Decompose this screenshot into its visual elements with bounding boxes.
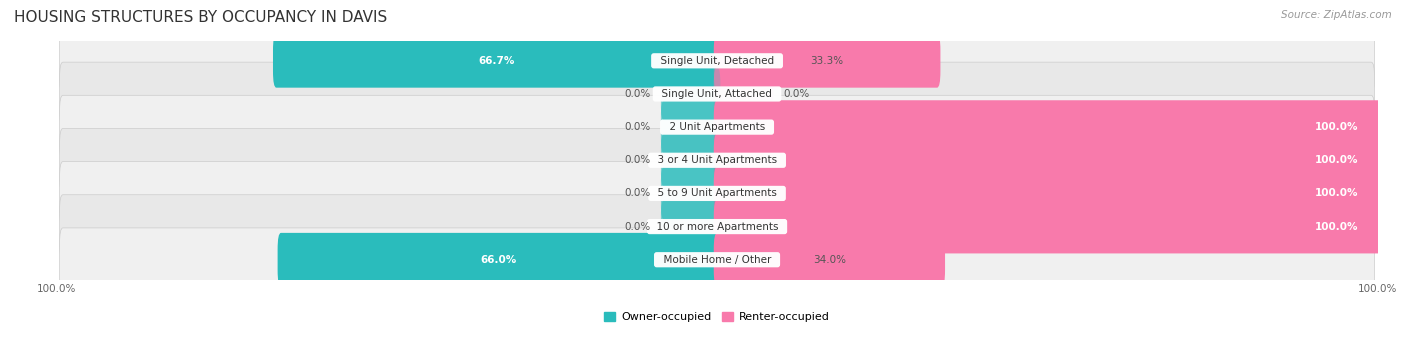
FancyBboxPatch shape [714,233,945,286]
Text: 100.0%: 100.0% [1315,155,1358,165]
Text: 3 or 4 Unit Apartments: 3 or 4 Unit Apartments [651,155,783,165]
FancyBboxPatch shape [714,200,1381,253]
FancyBboxPatch shape [661,166,720,220]
FancyBboxPatch shape [59,29,1375,93]
FancyBboxPatch shape [59,228,1375,292]
Text: 0.0%: 0.0% [783,89,810,99]
Text: 100.0%: 100.0% [1315,189,1358,198]
Text: 0.0%: 0.0% [624,89,651,99]
FancyBboxPatch shape [714,166,1381,220]
Text: Single Unit, Detached: Single Unit, Detached [654,56,780,66]
Text: 34.0%: 34.0% [813,255,846,265]
Text: 0.0%: 0.0% [624,122,651,132]
Text: Source: ZipAtlas.com: Source: ZipAtlas.com [1281,10,1392,20]
FancyBboxPatch shape [714,67,773,121]
FancyBboxPatch shape [59,62,1375,126]
FancyBboxPatch shape [59,195,1375,258]
FancyBboxPatch shape [277,233,720,286]
Text: 0.0%: 0.0% [624,189,651,198]
Legend: Owner-occupied, Renter-occupied: Owner-occupied, Renter-occupied [600,307,834,327]
Text: 2 Unit Apartments: 2 Unit Apartments [662,122,772,132]
Text: Single Unit, Attached: Single Unit, Attached [655,89,779,99]
Text: 5 to 9 Unit Apartments: 5 to 9 Unit Apartments [651,189,783,198]
FancyBboxPatch shape [714,133,1381,187]
Text: 66.0%: 66.0% [481,255,517,265]
FancyBboxPatch shape [59,95,1375,159]
FancyBboxPatch shape [714,34,941,88]
Text: HOUSING STRUCTURES BY OCCUPANCY IN DAVIS: HOUSING STRUCTURES BY OCCUPANCY IN DAVIS [14,10,387,25]
Text: 0.0%: 0.0% [624,155,651,165]
Text: 33.3%: 33.3% [810,56,844,66]
Text: 66.7%: 66.7% [478,56,515,66]
FancyBboxPatch shape [714,100,1381,154]
Text: 100.0%: 100.0% [1315,122,1358,132]
FancyBboxPatch shape [59,162,1375,225]
Text: 100.0%: 100.0% [1315,222,1358,232]
FancyBboxPatch shape [661,133,720,187]
FancyBboxPatch shape [273,34,720,88]
FancyBboxPatch shape [59,129,1375,192]
FancyBboxPatch shape [661,200,720,253]
FancyBboxPatch shape [661,67,720,121]
Text: 10 or more Apartments: 10 or more Apartments [650,222,785,232]
Text: Mobile Home / Other: Mobile Home / Other [657,255,778,265]
FancyBboxPatch shape [661,100,720,154]
Text: 0.0%: 0.0% [624,222,651,232]
